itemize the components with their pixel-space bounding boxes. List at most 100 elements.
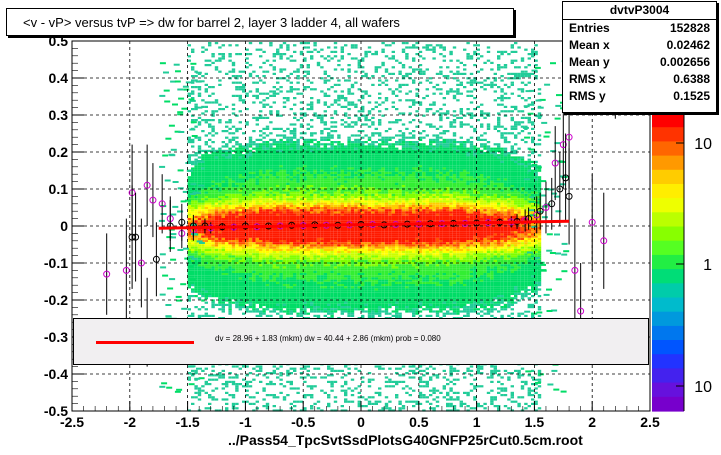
heatmap-cell [337, 185, 341, 188]
heatmap-cell [299, 196, 304, 199]
heatmap-cell [231, 215, 236, 218]
heatmap-cell [333, 125, 338, 128]
heatmap-cell [208, 253, 212, 256]
heatmap-cell [327, 149, 331, 152]
heatmap-cell [327, 248, 331, 251]
heatmap-cell [282, 306, 287, 309]
heatmap-cell [235, 88, 239, 91]
heatmap-cell [330, 286, 334, 289]
heatmap-cell [255, 143, 259, 146]
heatmap-cell [218, 149, 222, 152]
heatmap-cell [225, 303, 229, 306]
heatmap-cell [350, 233, 355, 236]
heatmap-cell [259, 165, 263, 168]
heatmap-cell [262, 297, 266, 300]
heatmap-cell [231, 213, 236, 216]
heatmap-cell [282, 270, 287, 273]
heatmap-cell [276, 229, 280, 232]
heatmap-cell [340, 50, 344, 53]
heatmap-cell [340, 376, 344, 379]
heatmap-cell [235, 209, 239, 212]
heatmap-cell [296, 200, 300, 203]
heatmap-cell [316, 178, 321, 181]
heatmap-cell [320, 204, 324, 207]
heatmap-cell [282, 185, 287, 188]
heatmap-cell [245, 240, 249, 243]
heatmap-cell [320, 55, 324, 58]
heatmap-cell [323, 152, 327, 155]
heatmap-cell [272, 66, 276, 69]
heatmap-cell [259, 160, 263, 163]
heatmap-cell [299, 123, 304, 126]
heatmap-cell [316, 180, 321, 183]
heatmap-cell [211, 222, 215, 225]
heatmap-cell [204, 314, 208, 317]
heatmap-cell [245, 233, 249, 236]
heatmap-cell [313, 213, 317, 216]
heatmap-cell [252, 191, 256, 194]
heatmap-cell [357, 169, 361, 172]
heatmap-cell [299, 286, 304, 289]
heatmap-cell [330, 174, 334, 177]
heatmap-cell [235, 187, 239, 190]
heatmap-cell [276, 286, 280, 289]
heatmap-cell [255, 149, 259, 152]
heatmap-cell [259, 286, 263, 289]
heatmap-cell [191, 204, 195, 207]
heatmap-cell [235, 174, 239, 177]
heatmap-cell [293, 268, 297, 271]
heatmap-cell [208, 257, 212, 260]
heatmap-cell [357, 99, 361, 102]
heatmap-cell [235, 182, 239, 185]
heatmap-cell [340, 57, 344, 60]
heatmap-cell [201, 266, 205, 269]
heatmap-cell [303, 211, 307, 214]
heatmap-cell [347, 196, 351, 199]
heatmap-cell [228, 264, 232, 267]
heatmap-cell [344, 306, 348, 309]
heatmap-cell [248, 385, 253, 388]
heatmap-cell [269, 306, 273, 309]
heatmap-cell [340, 209, 344, 212]
heatmap-cell [323, 244, 327, 247]
heatmap-cell [350, 242, 355, 245]
heatmap-cell [327, 251, 331, 254]
heatmap-cell [347, 136, 351, 139]
heatmap-cell [347, 147, 351, 150]
heatmap-cell [269, 292, 273, 295]
heatmap-cell [357, 189, 361, 192]
heatmap-cell [218, 160, 222, 163]
heatmap-cell [293, 284, 297, 287]
heatmap-cell [204, 187, 208, 190]
heatmap-cell [238, 279, 242, 282]
heatmap-cell [265, 189, 270, 192]
heatmap-cell [238, 70, 242, 73]
heatmap-cell [333, 42, 338, 45]
heatmap-cell [313, 220, 317, 223]
heatmap-cell [330, 314, 334, 317]
heatmap-cell [316, 185, 321, 188]
heatmap-cell [299, 215, 304, 218]
heatmap-cell [350, 209, 355, 212]
heatmap-cell [265, 167, 270, 170]
heatmap-cell [259, 248, 263, 251]
heatmap-cell [296, 303, 300, 306]
heatmap-cell [279, 158, 283, 161]
heatmap-cell [316, 64, 321, 67]
heatmap-cell [293, 204, 297, 207]
heatmap-cell [218, 288, 222, 291]
heatmap-cell [286, 268, 290, 271]
heatmap-cell [225, 149, 229, 152]
heatmap-cell [252, 237, 256, 240]
heatmap-cell [218, 246, 222, 249]
heatmap-cell [327, 295, 331, 298]
heatmap-cell [320, 240, 324, 243]
heatmap-cell [235, 94, 239, 97]
heatmap-cell [303, 290, 307, 293]
heatmap-cell [310, 160, 314, 163]
heatmap-cell [354, 149, 358, 152]
heatmap-cell [306, 193, 310, 196]
heatmap-cell [194, 231, 198, 234]
heatmap-cell [269, 187, 273, 190]
heatmap-cell [211, 207, 215, 210]
